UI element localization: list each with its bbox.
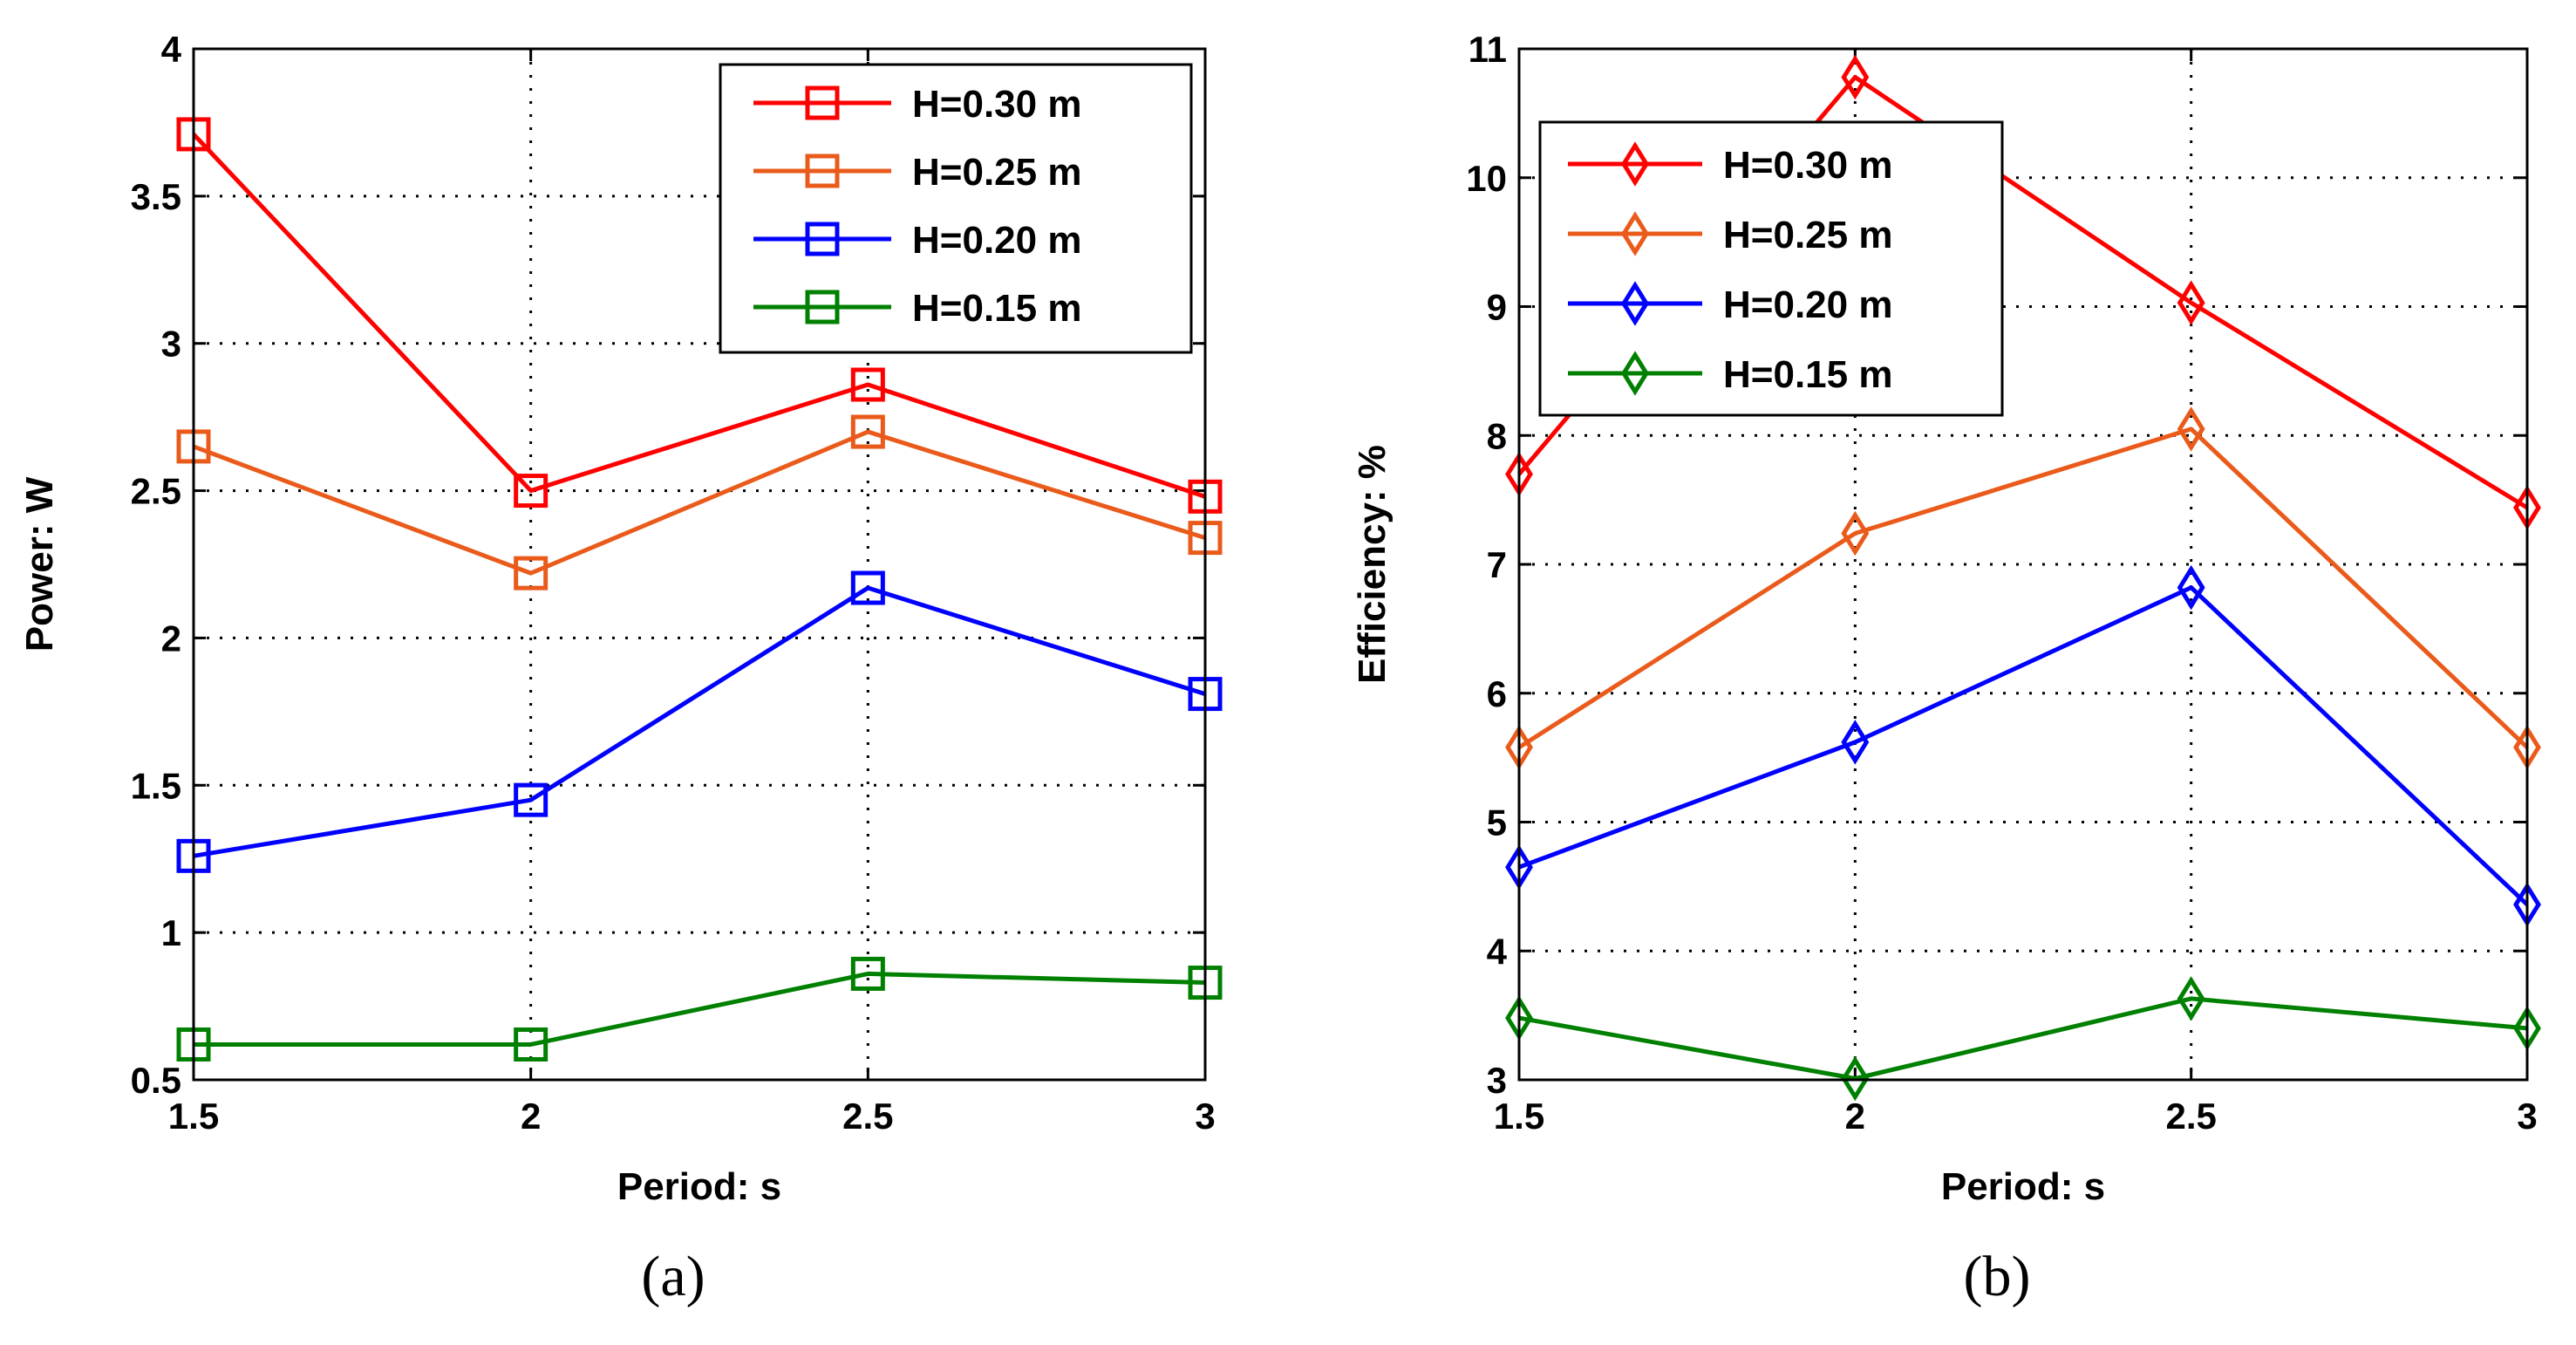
series-H=0.25 m (1505, 406, 2541, 770)
data-point (850, 367, 885, 402)
x-tick-label: 3 (1195, 1096, 1215, 1137)
series-line (193, 585, 1206, 858)
legend: H=0.30 m H=0.25 m H=0.20 m H=0.15 m (1538, 120, 2004, 417)
y-tick-label: 8 (1487, 415, 1507, 456)
legend-box (719, 63, 1193, 354)
x-tick-label: 2 (1845, 1096, 1865, 1137)
y-tick-label: 9 (1487, 287, 1507, 328)
legend-entry: H=0.20 m (1723, 283, 1892, 326)
y-tick-label: 0.5 (131, 1060, 181, 1101)
data-point (1841, 1055, 1870, 1102)
y-tick-label: 11 (1469, 29, 1507, 70)
y-axis-label: Power: W (18, 476, 61, 652)
data-point (514, 1027, 549, 1062)
series-line (1518, 996, 2528, 1082)
y-tick-label: 10 (1466, 158, 1507, 199)
series-line (1517, 427, 2529, 749)
data-point (2177, 564, 2205, 611)
y-tick-label: 4 (1487, 931, 1508, 972)
legend-marker (805, 154, 840, 188)
data-point (514, 782, 549, 817)
legend: H=0.30 m H=0.25 m H=0.20 m H=0.15 m (719, 63, 1193, 354)
data-point (850, 570, 885, 605)
legend-entry: H=0.30 m (912, 83, 1081, 126)
y-tick-label: 2.5 (131, 471, 181, 512)
x-tick-label: 1.5 (1494, 1096, 1544, 1137)
legend-marker (1621, 281, 1649, 326)
data-point (1841, 54, 1870, 100)
y-tick-label: 2 (161, 618, 181, 659)
chart-panel-b: 1.5 2 2.5 3 3 4 5 6 7 8 9 10 11 H=0.30 m H=0.25 m H=0.2… (1351, 29, 2541, 1308)
y-tick-label: 3 (161, 324, 181, 365)
x-tick-label: 2 (521, 1096, 541, 1137)
legend-entry: H=0.15 m (1723, 353, 1892, 396)
chart-panel-a: 1.5 2 2.5 3 0.5 1 1.5 2 2.5 3 3.5 4 H=0.30 m H=0.25 m… (18, 29, 1223, 1308)
data-point (2177, 976, 2205, 1021)
data-point (1841, 720, 1870, 765)
data-point (514, 556, 549, 591)
data-point (514, 474, 549, 509)
series-line (194, 971, 1206, 1047)
panel-caption: (a) (641, 1245, 705, 1308)
x-tick-label: 2.5 (842, 1096, 893, 1137)
y-tick-label: 1 (161, 912, 181, 953)
series-line (193, 429, 1206, 576)
y-axis-label: Efficiency: % (1351, 445, 1394, 684)
legend-entry: H=0.25 m (1723, 214, 1892, 256)
axes-frame (192, 47, 1207, 1082)
legend-entry: H=0.20 m (912, 219, 1081, 262)
legend-marker (805, 85, 840, 120)
data-point (850, 414, 885, 449)
y-tick-label: 1.5 (131, 765, 181, 806)
legend-entry: H=0.30 m (1723, 144, 1892, 187)
data-point (2177, 280, 2205, 325)
data-point (850, 956, 885, 991)
y-tick-label: 3 (1487, 1060, 1507, 1101)
y-tick-label: 6 (1487, 673, 1507, 714)
y-tick-label: 3.5 (131, 176, 181, 217)
panel-caption: (b) (1964, 1245, 2031, 1308)
series-line (1518, 585, 2529, 906)
data-point (1841, 510, 1870, 556)
x-tick-label: 1.5 (168, 1096, 219, 1137)
legend-marker (1621, 351, 1649, 396)
x-tick-label: 3 (2517, 1096, 2537, 1137)
legend-entry: H=0.25 m (912, 151, 1081, 194)
y-tick-label: 7 (1487, 544, 1507, 585)
y-tick-label: 5 (1487, 802, 1507, 843)
axes-frame (1517, 47, 2529, 1082)
series-line (192, 133, 1206, 499)
legend-entry: H=0.15 m (912, 287, 1081, 330)
x-axis-label: Period: s (617, 1165, 781, 1208)
legend-box (1538, 120, 2004, 417)
y-tick-label: 4 (161, 29, 182, 70)
x-axis-label: Period: s (1941, 1165, 2105, 1208)
legend-marker (1621, 211, 1649, 256)
legend-marker (805, 290, 840, 324)
legend-marker (805, 222, 840, 256)
x-tick-label: 2.5 (2165, 1096, 2216, 1137)
data-point (2177, 406, 2205, 452)
legend-marker (1621, 141, 1649, 187)
